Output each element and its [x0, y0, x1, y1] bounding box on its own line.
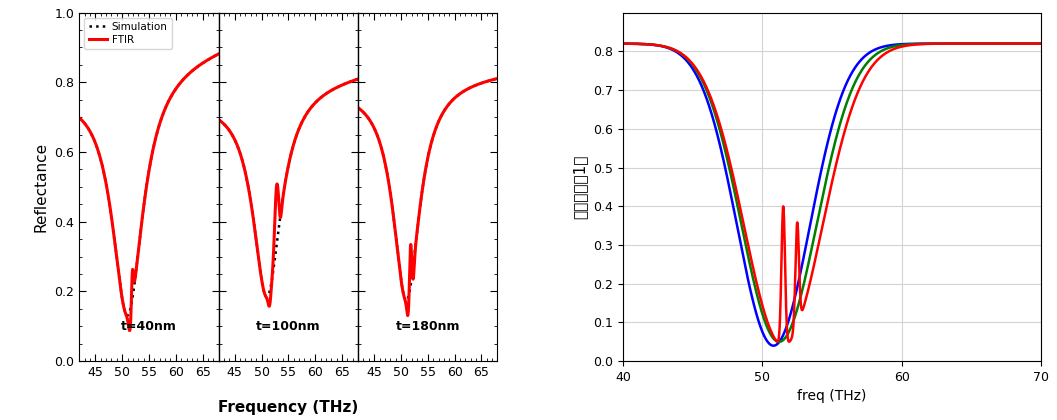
Text: Frequency (THz): Frequency (THz) — [218, 399, 358, 415]
Simulation — [120, 313, 133, 318]
FTIR — [154, 119, 167, 124]
Text: t=100nm: t=100nm — [256, 320, 320, 333]
Simulation — [179, 75, 191, 80]
Line: FTIR: FTIR — [79, 54, 219, 331]
Simulation — [73, 116, 86, 121]
Simulation — [212, 51, 225, 56]
Simulation — [157, 109, 170, 114]
FTIR — [162, 99, 174, 104]
Simulation — [81, 125, 94, 130]
FTIR — [179, 75, 191, 80]
Simulation — [162, 99, 174, 104]
FTIR — [81, 125, 94, 130]
Y-axis label: Reflectance: Reflectance — [34, 142, 49, 232]
Legend: Simulation, FTIR: Simulation, FTIR — [85, 18, 171, 49]
Simulation — [193, 63, 206, 68]
FTIR — [193, 63, 206, 68]
Line: Simulation: Simulation — [79, 54, 219, 315]
Simulation — [154, 119, 167, 124]
FTIR — [212, 51, 225, 56]
X-axis label: freq (THz): freq (THz) — [797, 389, 867, 404]
Text: t=180nm: t=180nm — [395, 320, 460, 333]
FTIR — [157, 109, 170, 114]
Y-axis label: 总反射率（1）: 总反射率（1） — [573, 155, 588, 219]
Text: t=40nm: t=40nm — [122, 320, 177, 333]
FTIR — [124, 328, 136, 333]
FTIR — [73, 116, 86, 121]
